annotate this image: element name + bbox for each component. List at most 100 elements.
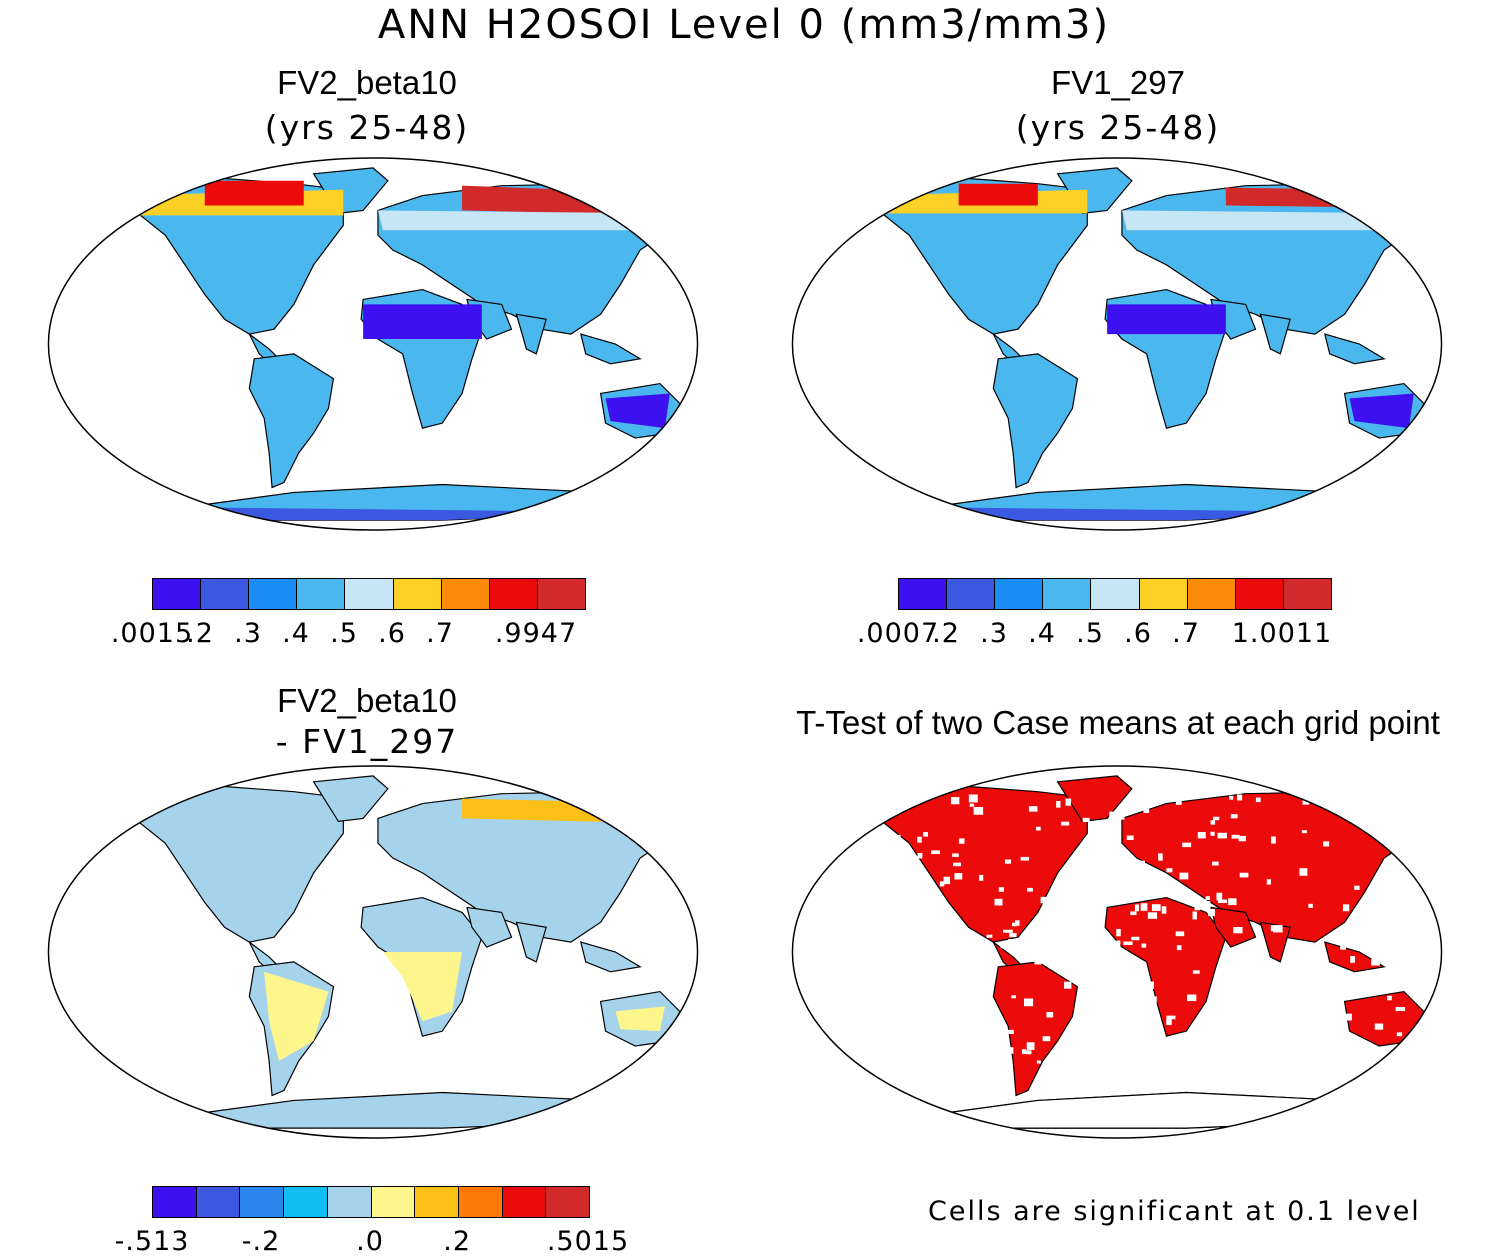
non-significant-cell [1271,836,1276,844]
colorbar-cell [201,579,250,609]
non-significant-cell [1353,1046,1360,1055]
amazon-positive-zone [264,971,329,1061]
non-significant-cell [1151,904,1161,911]
non-significant-cell [1008,1047,1014,1054]
colorbar-cell [995,579,1044,609]
colorbar-cell [546,1187,590,1217]
non-significant-cell [1262,964,1269,970]
non-significant-cell [1342,904,1350,912]
colorbar-cell [489,579,538,609]
non-significant-cell [1124,1052,1134,1058]
non-significant-cell [1304,978,1310,986]
non-significant-cell [895,944,904,951]
non-significant-cell [889,876,898,880]
non-significant-cell [1054,930,1060,936]
non-significant-cell [994,898,1003,906]
australia-positive-zone [615,1006,665,1032]
map-border [791,765,1443,1139]
non-significant-cell [1014,920,1020,926]
colorbar-cell [1235,579,1284,609]
colorbar-cell [240,1187,285,1217]
non-significant-cell [1067,887,1072,895]
non-significant-cell [1396,1032,1403,1037]
colorbar-tick-label: .5 [330,618,358,649]
non-significant-cell [1127,860,1137,866]
non-significant-cell [1161,1045,1167,1051]
non-significant-cell [1114,894,1122,902]
colorbar-tick-label: .4 [1028,618,1056,649]
colorbar-cell [371,1187,416,1217]
sahara-dry-zone [1107,304,1226,335]
australia-dry-zone [605,393,670,429]
non-significant-cell [1273,925,1283,933]
colorbar-tick-label: .0 [356,1226,384,1257]
colorbar-tick-label: -.2 [241,1226,281,1257]
non-significant-cell [1007,1029,1014,1035]
non-significant-cell [1114,813,1125,820]
non-significant-cell [923,832,929,837]
non-significant-cell [953,862,962,867]
non-significant-cell [1066,1028,1075,1034]
eurasia-light-band [377,210,680,231]
non-significant-cell [1260,1026,1267,1033]
non-significant-cell [1241,1041,1247,1049]
non-significant-cell [1120,991,1127,999]
non-significant-cell [1063,962,1069,968]
non-significant-cell [1395,1007,1406,1012]
non-significant-cell [1126,835,1134,840]
colorbar-tick-label: 1.0011 [1231,618,1333,649]
colorbar-tick-label: .2 [186,618,214,649]
colorbar-cell [947,579,996,609]
significance-note: Cells are significant at 0.1 level [928,1196,1421,1227]
non-significant-cell [892,834,901,842]
non-significant-cell [1001,1046,1008,1052]
non-significant-cell [1374,1023,1384,1030]
non-significant-cell [943,1019,953,1027]
colorbar-tick-label: .7 [1172,618,1200,649]
non-significant-cell [1333,801,1338,810]
non-significant-cell [1143,807,1150,813]
non-significant-cell [1123,941,1133,945]
non-significant-cell [1255,936,1261,944]
non-significant-cell [1166,1015,1176,1020]
non-significant-cell [1109,811,1114,820]
non-significant-cell [1027,950,1032,957]
non-significant-cell [1179,872,1189,880]
non-significant-cell [1212,861,1219,866]
non-significant-cell [1187,994,1197,1002]
non-significant-cell [1133,987,1140,996]
non-significant-cell [998,887,1004,892]
colorbar-1 [152,578,586,610]
non-significant-cell [1371,959,1380,966]
non-significant-cell [934,914,944,919]
non-significant-cell [1314,957,1322,962]
non-significant-cell [1354,885,1360,890]
non-significant-cell [1102,938,1108,943]
non-significant-cell [1166,1019,1172,1026]
non-significant-cell [950,797,960,805]
non-significant-cell [1108,1039,1114,1044]
non-significant-cell [1325,993,1334,1000]
panel-2-title: FV1_297 [1051,64,1185,101]
non-significant-cell [1239,872,1249,878]
non-significant-cell [1134,904,1139,912]
panel-1-subtitle: (yrs 25-48) [264,108,470,147]
non-significant-cell [1134,1012,1143,1021]
non-significant-cell [939,881,945,887]
canada-wet-zone [958,183,1038,206]
non-significant-cell [986,934,993,938]
non-significant-cell [970,1056,978,1062]
colorbar-tick-label: .2 [932,618,960,649]
non-significant-cell [1230,1027,1237,1031]
non-significant-cell [1028,806,1038,812]
non-significant-cell [946,1005,956,1010]
non-significant-cell [1009,933,1017,938]
non-significant-cell [885,884,894,888]
antarctic-coast [185,507,641,521]
non-significant-cell [1192,970,1200,974]
non-significant-cell [1409,907,1419,914]
non-significant-cell [1082,817,1090,822]
non-significant-cell [1192,911,1197,920]
non-significant-cell [1228,898,1237,906]
colorbar-cell [458,1187,503,1217]
